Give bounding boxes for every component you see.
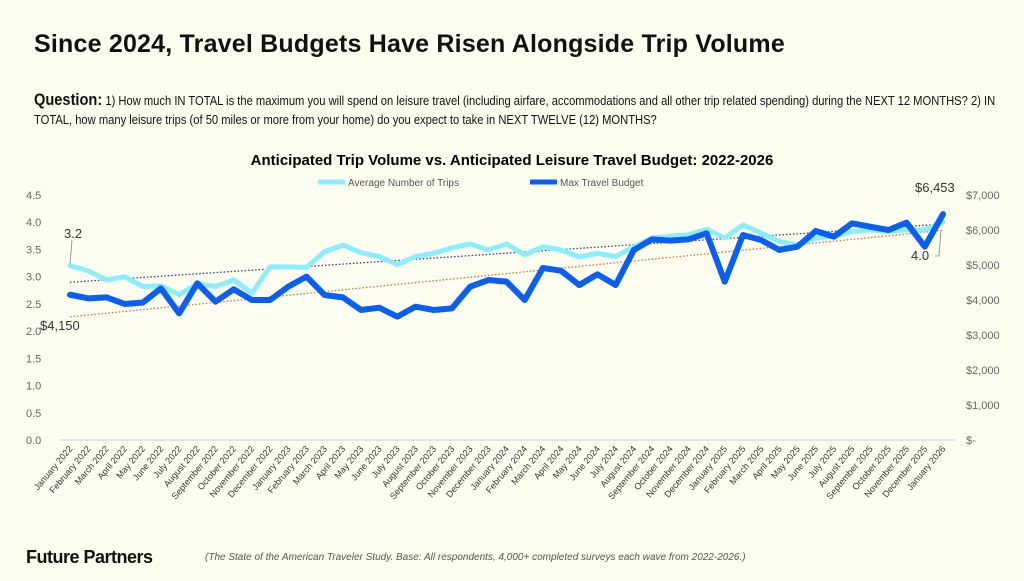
- right-axis-tick: $1,000: [966, 400, 1000, 412]
- trendline-budget: [69, 229, 944, 318]
- right-axis-tick: $-: [966, 435, 976, 447]
- left-axis-tick: 0.5: [26, 408, 41, 420]
- left-axis-tick: 2.5: [26, 299, 41, 311]
- legend: Average Number of Trips Max Travel Budge…: [318, 178, 644, 189]
- left-axis-tick: 1.0: [26, 381, 41, 393]
- page-title: Since 2024, Travel Budgets Have Risen Al…: [34, 30, 785, 58]
- right-axis-tick: $3,000: [966, 330, 1000, 342]
- annotation-budget-start: $4,150: [40, 318, 80, 333]
- right-axis-tick: $6,000: [966, 225, 1000, 237]
- question-text: Question: 1) How much IN TOTAL is the ma…: [34, 90, 997, 129]
- legend-label-trips: Average Number of Trips: [348, 178, 459, 189]
- annotations: 3.2 $4,150 $6,453 4.0: [40, 180, 955, 333]
- annotation-trips-end: 4.0: [911, 248, 929, 263]
- chart-title: Anticipated Trip Volume vs. Anticipated …: [251, 152, 774, 169]
- right-axis-tick: $2,000: [966, 365, 1000, 377]
- left-axis-tick: 3.5: [26, 244, 41, 256]
- question-label: Question:: [34, 90, 103, 109]
- legend-label-budget: Max Travel Budget: [560, 178, 644, 189]
- trendline-trips: [69, 223, 944, 283]
- left-axis-tick: 1.5: [26, 353, 41, 365]
- annotation-leader: [935, 229, 942, 257]
- annotation-leader: [69, 239, 73, 265]
- left-axis-tick: 3.0: [26, 272, 41, 284]
- left-axis-tick: 4.5: [26, 190, 41, 202]
- right-axis-tick: $5,000: [966, 260, 1000, 272]
- source-note: (The State of the American Traveler Stud…: [205, 552, 746, 563]
- left-axis-tick: 0.0: [26, 435, 41, 447]
- future-partners-logo: Future Partners: [26, 547, 153, 567]
- left-axis-tick: 4.0: [26, 217, 41, 229]
- right-axis-tick: $4,000: [966, 295, 1000, 307]
- series-line-budget: [67, 211, 946, 320]
- annotation-budget-end: $6,453: [915, 180, 955, 195]
- right-axis-tick: $7,000: [966, 190, 1000, 202]
- annotation-trips-start: 3.2: [64, 226, 82, 241]
- left-axis-tick: 2.0: [26, 326, 41, 338]
- question-body: 1) How much IN TOTAL is the maximum you …: [34, 93, 996, 127]
